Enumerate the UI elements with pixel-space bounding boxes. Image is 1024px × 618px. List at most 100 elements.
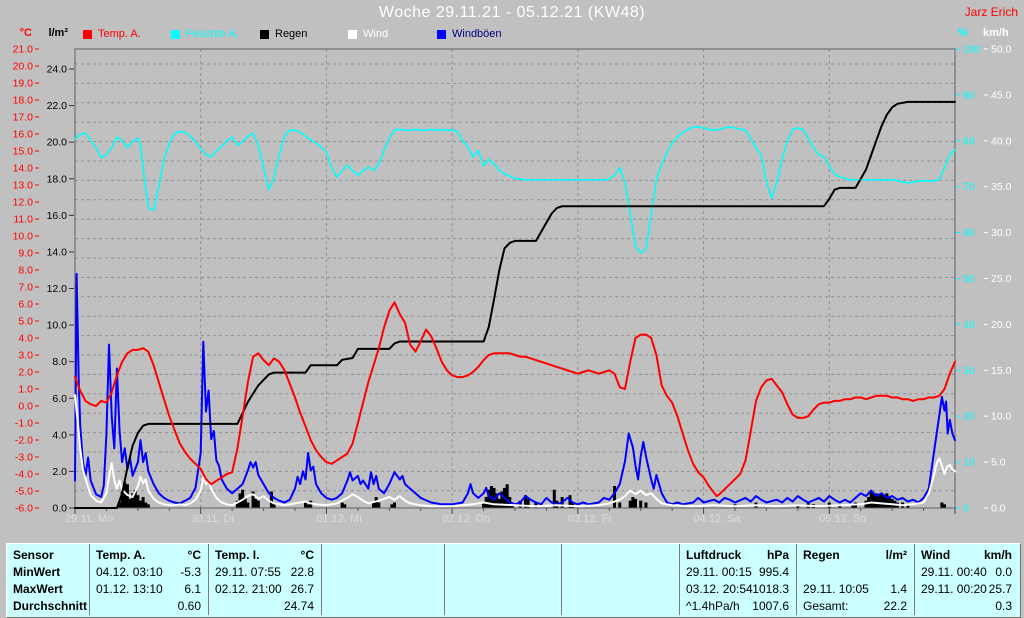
- y-axis-rain_lm2-label: 24.0: [47, 64, 68, 76]
- table-min-when: 29.11. 00:40: [921, 565, 987, 579]
- table-column-divider: [444, 544, 445, 615]
- y-axis-rain_lm2-label: 22.0: [47, 100, 68, 112]
- table-max-value: 1.4: [890, 582, 907, 596]
- x-axis-day-label: 04.12. Sa: [694, 513, 742, 525]
- y-axis-rain_lm2-label: 18.0: [47, 173, 68, 185]
- table-col-unit: °C: [300, 548, 314, 562]
- table-max-when: 03.12. 20:54: [686, 582, 753, 596]
- y-axis-temp_c-label: -4.0: [15, 469, 33, 481]
- table-max-value: [607, 581, 672, 598]
- legend-swatch-icon: [348, 29, 357, 39]
- x-axis-day-label: 05.12. So: [819, 513, 866, 525]
- y-axis-rain_lm2-label: 8.0: [52, 356, 67, 368]
- y-axis-temp_c-label: 4.0: [18, 333, 33, 345]
- y-axis-wind_kmh: 50.0 45.0 40.0 35.0 30.0 25.0 20.0 15.0 10.0 5.0 0…: [984, 44, 1012, 515]
- table-column-divider: [561, 544, 562, 615]
- table-avg-value: 1007.6: [752, 599, 789, 613]
- series-rain-bars: [118, 482, 947, 508]
- table-col-unit: [607, 547, 672, 564]
- table-max-value: 6.1: [184, 582, 201, 596]
- y-axis-rain_lm2: 24.0 22.0 20.0 18.0 16.0 14.0 12.0 10.0 8.0 6.0 4.…: [47, 64, 74, 515]
- plot-frame: [74, 48, 956, 509]
- chart-gridlines: [75, 49, 955, 508]
- y-axis-temp_c-label: 14.0: [13, 163, 34, 175]
- table-min-value: 22.8: [290, 565, 314, 579]
- table-column-divider: [796, 544, 797, 615]
- y-axis-rain_lm2-label: 12.0: [47, 283, 68, 295]
- weather-chart: 29.11. Mo 30.11. Di 01.12. Mi 02.12. Do 03.1…: [13, 44, 1012, 526]
- y-axis-temp_c-label: 16.0: [13, 129, 34, 141]
- y-axis-humidity_pct-label: 60: [963, 227, 975, 239]
- table-min-value: 0.0: [995, 565, 1012, 579]
- y-axis-temp_c-label: 13.0: [13, 180, 34, 192]
- y-axis-temp_c-label: 2.0: [18, 367, 33, 379]
- y-axis-humidity_pct-label: 90: [963, 89, 975, 101]
- table-min-when: 29.11. 07:55: [215, 565, 281, 579]
- table-row-label: MaxWert: [13, 582, 63, 596]
- y-axis-humidity_pct-label: 40: [963, 319, 975, 331]
- legend-item-temp-a-: Temp. A.: [83, 28, 141, 40]
- y-axis-humidity_pct-label: 50: [963, 273, 975, 285]
- y-axis-wind_kmh-label: 30.0: [991, 227, 1012, 239]
- table-avg-value: 24.74: [283, 599, 314, 613]
- y-axis-rain_lm2-label: 2.0: [52, 466, 67, 478]
- table-col-header: Wind: [921, 548, 951, 562]
- table-max-when: 29.11. 00:20: [921, 582, 987, 596]
- legend-item-regen: Regen: [260, 28, 307, 40]
- table-col-unit: [372, 547, 437, 564]
- table-min-value: -5.3: [180, 565, 201, 579]
- legend-swatch-icon: [260, 29, 269, 39]
- x-axis-day-label: 29.11. Mo: [65, 513, 113, 525]
- table-avg-value: [372, 598, 437, 615]
- table-col-unit: [489, 547, 554, 564]
- table-min-value: [607, 564, 672, 581]
- y-axis-temp_c-label: 20.0: [13, 61, 34, 73]
- table-row-label: MinWert: [13, 565, 61, 579]
- page-title: Woche 29.11.21 - 05.12.21 (KW48): [378, 4, 646, 21]
- y-axis-rain_lm2-label: 0.0: [52, 503, 67, 515]
- table-max-value: 25.7: [988, 582, 1012, 596]
- x-axis-day-label: 02.12. Do: [442, 513, 490, 525]
- table-max-when: 02.12. 21:00: [215, 582, 282, 596]
- y-axis-humidity_pct-label: 100: [963, 44, 981, 56]
- y-axis-temp_c: 21.0 20.0 19.0 18.0 17.0 16.0 15.0 14.0 13.0 12.0…: [13, 44, 39, 515]
- legend-swatch-icon: [171, 29, 180, 39]
- y-axis-temp_c-label: 5.0: [18, 316, 33, 328]
- y-axis-temp_c-label: 10.0: [13, 231, 34, 243]
- y-axis-temp_c-label: 21.0: [13, 44, 34, 56]
- y-axis-rain_lm2-label: 10.0: [47, 320, 68, 332]
- table-col-unit: hPa: [766, 548, 789, 562]
- table-column-divider: [89, 544, 90, 615]
- x-axis-day-label: 03.12. Fr: [568, 513, 612, 525]
- table-row-label: Sensor: [13, 548, 54, 562]
- y-axis-humidity_pct-label: 30: [963, 365, 975, 377]
- y-axis-temp_c-label: -5.0: [15, 486, 33, 498]
- legend-label: Wind: [363, 28, 389, 40]
- table-max-value: 26.7: [290, 582, 314, 596]
- y-axis-humidity_pct-label: 70: [963, 181, 975, 193]
- y-axis-wind_kmh-label: 45.0: [991, 89, 1012, 101]
- x-axis-day-label: 01.12. Mi: [316, 513, 361, 525]
- y-axis-temp_c-label: -1.0: [15, 418, 33, 430]
- y-axis-rain_lm2-label: 14.0: [47, 246, 68, 258]
- table-row-label: Durchschnitt: [13, 599, 88, 613]
- legend-label: Regen: [275, 28, 308, 40]
- axis-unit-rain: l/m²: [48, 27, 68, 39]
- y-axis-temp_c-label: 11.0: [13, 214, 33, 226]
- table-avg-value: 0.60: [177, 599, 201, 613]
- table-min-value: [489, 564, 554, 581]
- table-column-divider: [679, 544, 680, 615]
- table-col-unit: °C: [187, 548, 201, 562]
- series-line-temp-a-: [74, 301, 956, 498]
- table-max-when: 01.12. 13:10: [96, 582, 163, 596]
- axis-unit-humidity: %: [958, 27, 968, 39]
- y-axis-temp_c-label: -2.0: [15, 435, 33, 447]
- y-axis-wind_kmh-label: 15.0: [991, 365, 1012, 377]
- y-axis-temp_c-label: 8.0: [18, 265, 33, 277]
- table-avg-value: 22.2: [883, 599, 907, 613]
- y-axis-rain_lm2-label: 16.0: [47, 210, 68, 222]
- y-axis-wind_kmh-label: 40.0: [991, 135, 1012, 147]
- axis-unit-temp: °C: [19, 27, 32, 39]
- y-axis-temp_c-label: 1.0: [18, 384, 33, 396]
